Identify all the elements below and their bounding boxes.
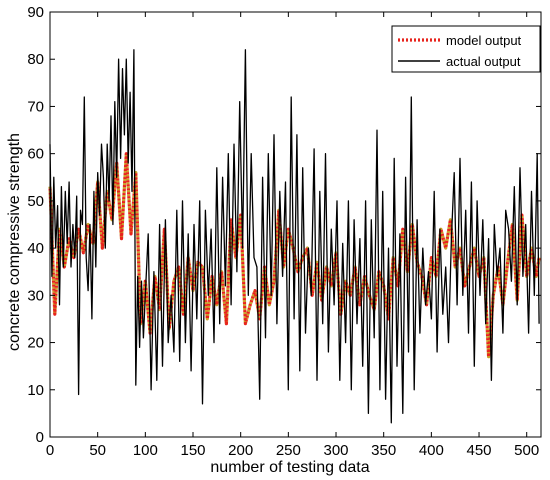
y-axis-title: concrete compressive strength — [6, 133, 23, 351]
x-tick-label-350: 350 — [371, 442, 396, 459]
x-tick-label-0: 0 — [46, 442, 54, 459]
y-tick-label-40: 40 — [27, 240, 44, 257]
y-tick-label-30: 30 — [27, 287, 44, 304]
plot-area: 0 50 100 150 200 250 300 350 400 450 500 0 10 20 30 40… — [27, 4, 542, 459]
x-axis-ticks: 0 50 100 150 200 250 300 350 400 450 500 — [46, 12, 539, 459]
y-tick-label-10: 10 — [27, 382, 44, 399]
x-tick-label-50: 50 — [89, 442, 106, 459]
x-tick-label-300: 300 — [324, 442, 349, 459]
y-tick-label-90: 90 — [27, 4, 44, 21]
y-tick-label-0: 0 — [36, 429, 44, 446]
legend-box — [391, 25, 541, 73]
y-tick-label-50: 50 — [27, 193, 44, 210]
x-axis-title: number of testing data — [210, 459, 369, 476]
y-tick-label-70: 70 — [27, 98, 44, 115]
y-axis-ticks: 0 10 20 30 40 50 60 70 80 90 — [27, 4, 541, 446]
x-tick-label-100: 100 — [133, 442, 158, 459]
x-tick-label-500: 500 — [514, 442, 539, 459]
legend-label-actual: actual output — [446, 54, 521, 69]
y-tick-label-60: 60 — [27, 146, 44, 163]
y-tick-label-80: 80 — [27, 51, 44, 68]
x-tick-label-450: 450 — [467, 442, 492, 459]
y-tick-label-20: 20 — [27, 335, 44, 352]
legend: model output actual output — [391, 25, 541, 73]
series-line-actual-output — [49, 49, 540, 424]
x-tick-label-200: 200 — [228, 442, 253, 459]
series-layer — [48, 49, 541, 424]
x-tick-label-400: 400 — [419, 442, 444, 459]
x-tick-label-150: 150 — [180, 442, 205, 459]
axes-frame — [49, 11, 542, 438]
x-tick-label-250: 250 — [276, 442, 301, 459]
legend-label-model: model output — [446, 33, 522, 48]
